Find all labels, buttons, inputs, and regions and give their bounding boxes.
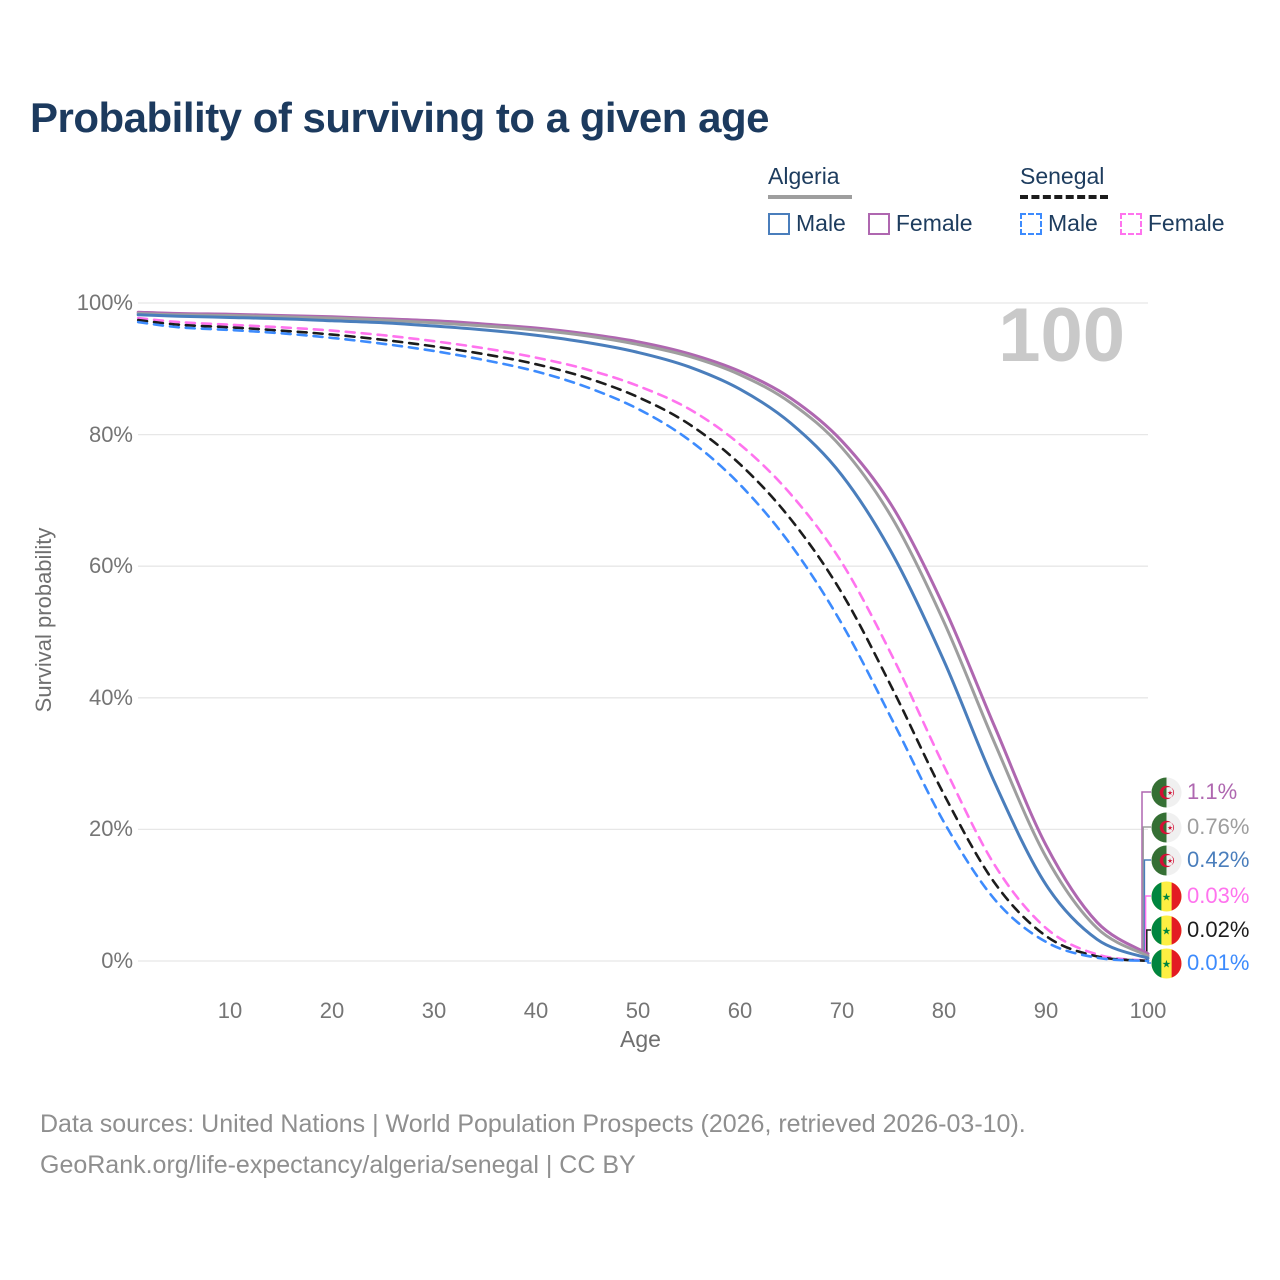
x-tick-label: 30 <box>421 998 447 1023</box>
x-tick-label: 90 <box>1033 998 1059 1023</box>
algeria-flag-icon: ★ <box>1151 776 1182 808</box>
end-label-value: 0.76% <box>1187 814 1250 839</box>
x-tick-label: 10 <box>217 998 243 1023</box>
end-label-algeria-female[interactable]: ★ 1.1% <box>1151 776 1237 808</box>
end-label-value: 0.03% <box>1187 883 1250 908</box>
svg-text:★: ★ <box>1167 858 1173 865</box>
curve-senegal-male[interactable] <box>136 320 1150 963</box>
y-tick-label: 80% <box>88 421 133 447</box>
curve-senegal-female[interactable] <box>136 316 1150 963</box>
senegal-line-style-swatch <box>1020 195 1108 199</box>
curve-algeria-both[interactable] <box>136 312 1150 958</box>
svg-text:★: ★ <box>1162 958 1172 970</box>
leader-line-senegal-female <box>1144 895 1151 961</box>
legend-group-senegal: Senegal Male Female <box>1020 163 1225 237</box>
leader-line-algeria-male <box>1143 859 1151 959</box>
x-tick-label: 60 <box>727 998 753 1023</box>
legend-country-senegal[interactable]: Senegal <box>1020 163 1105 189</box>
y-tick-label: 0% <box>101 948 133 973</box>
legend-item-algeria-male[interactable]: Male <box>768 210 846 237</box>
legend-item-algeria-female[interactable]: Female <box>867 210 973 237</box>
senegal-flag-icon: ★ <box>1151 947 1182 979</box>
legend-country-algeria[interactable]: Algeria <box>768 163 840 189</box>
y-axis-title: Survival probability <box>31 527 56 713</box>
end-label-senegal-male[interactable]: ★ 0.01% <box>1151 947 1249 979</box>
data-source-line: Data sources: United Nations | World Pop… <box>40 1110 1026 1138</box>
legend-item-senegal-male[interactable]: Male <box>1020 210 1098 237</box>
legend-item-senegal-female[interactable]: Female <box>1119 210 1225 237</box>
legend-label: Female <box>895 210 973 236</box>
leader-line-algeria-both <box>1142 826 1151 956</box>
svg-text:★: ★ <box>1162 925 1172 937</box>
end-label-senegal-both[interactable]: ★ 0.02% <box>1151 914 1249 946</box>
x-tick-label: 70 <box>829 998 855 1023</box>
svg-text:★: ★ <box>1167 825 1173 832</box>
legend-label: Female <box>1147 210 1225 236</box>
leader-line-algeria-female <box>1141 791 1151 954</box>
leader-line-senegal-both <box>1146 929 1151 961</box>
algeria-female-swatch <box>867 212 890 235</box>
svg-text:★: ★ <box>1167 790 1173 797</box>
attribution-line: GeoRank.org/life-expectancy/algeria/sene… <box>40 1151 636 1179</box>
footer: Data sources: United Nations | World Pop… <box>40 1104 1026 1186</box>
legend-label: Male <box>796 210 846 236</box>
senegal-female-swatch <box>1119 212 1142 235</box>
x-axis-title: Age <box>620 1026 661 1052</box>
svg-text:★: ★ <box>1162 891 1172 903</box>
curve-algeria-female[interactable] <box>136 310 1150 956</box>
algeria-flag-icon: ★ <box>1151 844 1182 876</box>
end-label-value: 0.02% <box>1187 917 1250 942</box>
x-tick-label: 80 <box>931 998 957 1023</box>
senegal-flag-icon: ★ <box>1151 880 1182 912</box>
end-label-value: 1.1% <box>1187 779 1238 804</box>
y-tick-label: 40% <box>88 684 133 710</box>
end-label-senegal-female[interactable]: ★ 0.03% <box>1151 880 1249 912</box>
x-tick-label: 20 <box>319 998 345 1023</box>
end-label-algeria-male[interactable]: ★ 0.42% <box>1151 844 1249 876</box>
senegal-flag-icon: ★ <box>1151 914 1182 946</box>
algeria-male-swatch <box>768 212 790 235</box>
x-tick-label: 50 <box>625 998 651 1023</box>
page-title: Probability of surviving to a given age <box>30 94 769 141</box>
y-tick-label: 60% <box>88 553 133 579</box>
end-label-value: 0.42% <box>1187 847 1250 872</box>
y-tick-label: 100% <box>76 290 133 315</box>
age-counter-watermark: 100 <box>998 293 1125 378</box>
legend-label: Male <box>1048 210 1098 236</box>
algeria-line-style-swatch <box>768 195 852 199</box>
algeria-flag-icon: ★ <box>1151 811 1182 843</box>
y-tick-label: 20% <box>88 816 133 842</box>
legend-group-algeria: Algeria Male Female <box>768 163 973 237</box>
curve-algeria-male[interactable] <box>136 313 1150 960</box>
x-tick-label: 100 <box>1129 998 1167 1023</box>
curve-senegal-both[interactable] <box>136 318 1150 963</box>
end-label-algeria-both[interactable]: ★ 0.76% <box>1151 811 1249 843</box>
senegal-male-swatch <box>1020 212 1042 235</box>
x-tick-label: 40 <box>523 998 549 1023</box>
end-label-value: 0.01% <box>1187 950 1250 975</box>
